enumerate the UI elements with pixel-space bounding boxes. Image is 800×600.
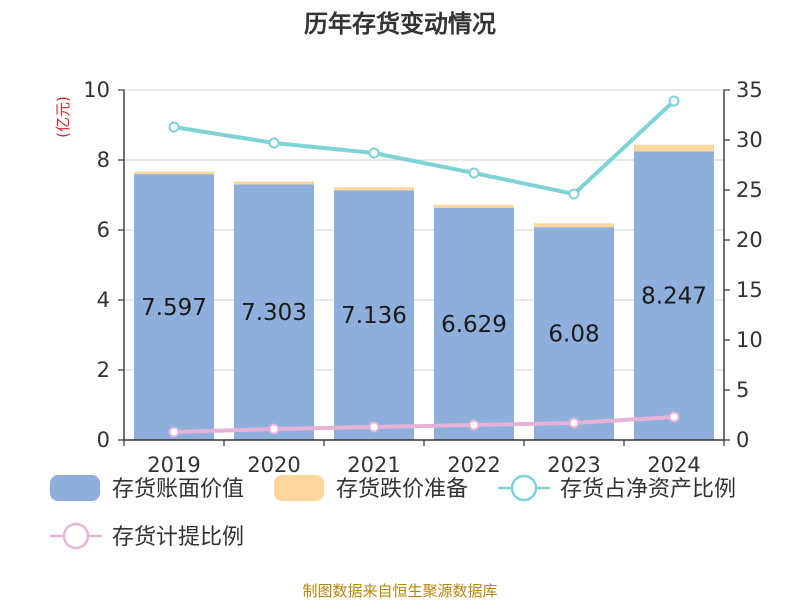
- left-tick-label: 2: [97, 358, 110, 382]
- right-tick-label: 0: [736, 428, 749, 452]
- bar-impairment: [634, 144, 714, 152]
- left-tick-label: 10: [83, 78, 110, 102]
- bar-book-value: [534, 227, 614, 440]
- legend-label: 存货占净资产比例: [560, 477, 736, 502]
- bar-labels: 7.597 7.303 7.136 6.629 6.08 8.247: [141, 284, 707, 348]
- line-point: [268, 137, 280, 149]
- legend-swatch: [50, 475, 100, 501]
- bar-book-value: [234, 184, 314, 440]
- bar-book-value: [134, 174, 214, 441]
- line-point: [468, 167, 480, 179]
- legend-label: 存货计提比例: [112, 525, 244, 550]
- right-tick-label: 25: [736, 178, 763, 202]
- line-point: [368, 147, 380, 159]
- axes: 0 2 4 6 8 10 0 5 10 15 20 25 30 35 2019 2020 2021 2022 202…: [83, 78, 762, 477]
- bar-book-value: [334, 190, 414, 440]
- bar-value-label: 7.597: [141, 295, 207, 321]
- legend-marker: [62, 522, 90, 550]
- bar-book-value: [434, 207, 514, 440]
- line-point: [168, 121, 180, 133]
- left-tick-label: 8: [97, 148, 110, 172]
- x-tick-label: 2019: [147, 453, 200, 477]
- bar-impairment: [534, 223, 614, 228]
- left-tick-label: 6: [97, 218, 110, 242]
- left-axis-unit: (亿元): [54, 96, 72, 138]
- bar-value-label: 8.247: [641, 284, 707, 310]
- x-tick-label: 2023: [547, 453, 600, 477]
- left-tick-label: 0: [97, 428, 110, 452]
- lines: [168, 95, 680, 438]
- legend-label: 存货跌价准备: [336, 477, 468, 502]
- bar-value-label: 7.303: [241, 300, 307, 326]
- bar-impairment: [134, 171, 214, 175]
- right-tick-label: 30: [736, 128, 763, 152]
- legend-label: 存货账面价值: [112, 477, 244, 502]
- bar-impairment: [434, 204, 514, 208]
- right-tick-label: 10: [736, 328, 763, 352]
- bar-value-label: 6.629: [441, 312, 507, 338]
- right-tick-label: 20: [736, 228, 763, 252]
- left-tick-label: 4: [97, 288, 110, 312]
- x-tick-label: 2020: [247, 453, 300, 477]
- line-point: [268, 423, 280, 435]
- bar-impairment: [234, 181, 314, 185]
- legend-marker: [510, 474, 538, 502]
- line-point: [368, 421, 380, 433]
- source-note: 制图数据来自恒生聚源数据库: [302, 582, 497, 600]
- line-point: [668, 95, 680, 107]
- bar-impairment: [334, 187, 414, 191]
- bar-value-label: 6.08: [548, 322, 599, 348]
- bar-book-value: [634, 151, 714, 441]
- right-tick-label: 35: [736, 78, 763, 102]
- line-series-1: [173, 99, 676, 196]
- bars: [134, 144, 714, 441]
- chart-title: 历年存货变动情况: [304, 10, 496, 38]
- line-point: [568, 417, 580, 429]
- line-series-2: [173, 415, 675, 434]
- line-point: [668, 411, 680, 423]
- line-point: [468, 419, 480, 431]
- line-point: [568, 188, 580, 200]
- gridlines: [124, 89, 724, 371]
- bar-value-label: 7.136: [341, 303, 407, 329]
- x-tick-label: 2022: [447, 453, 500, 477]
- legend-swatch: [274, 475, 324, 501]
- right-tick-label: 15: [736, 278, 763, 302]
- x-tick-label: 2024: [647, 453, 700, 477]
- right-tick-label: 5: [736, 378, 749, 402]
- x-tick-label: 2021: [347, 453, 400, 477]
- line-point: [168, 426, 180, 438]
